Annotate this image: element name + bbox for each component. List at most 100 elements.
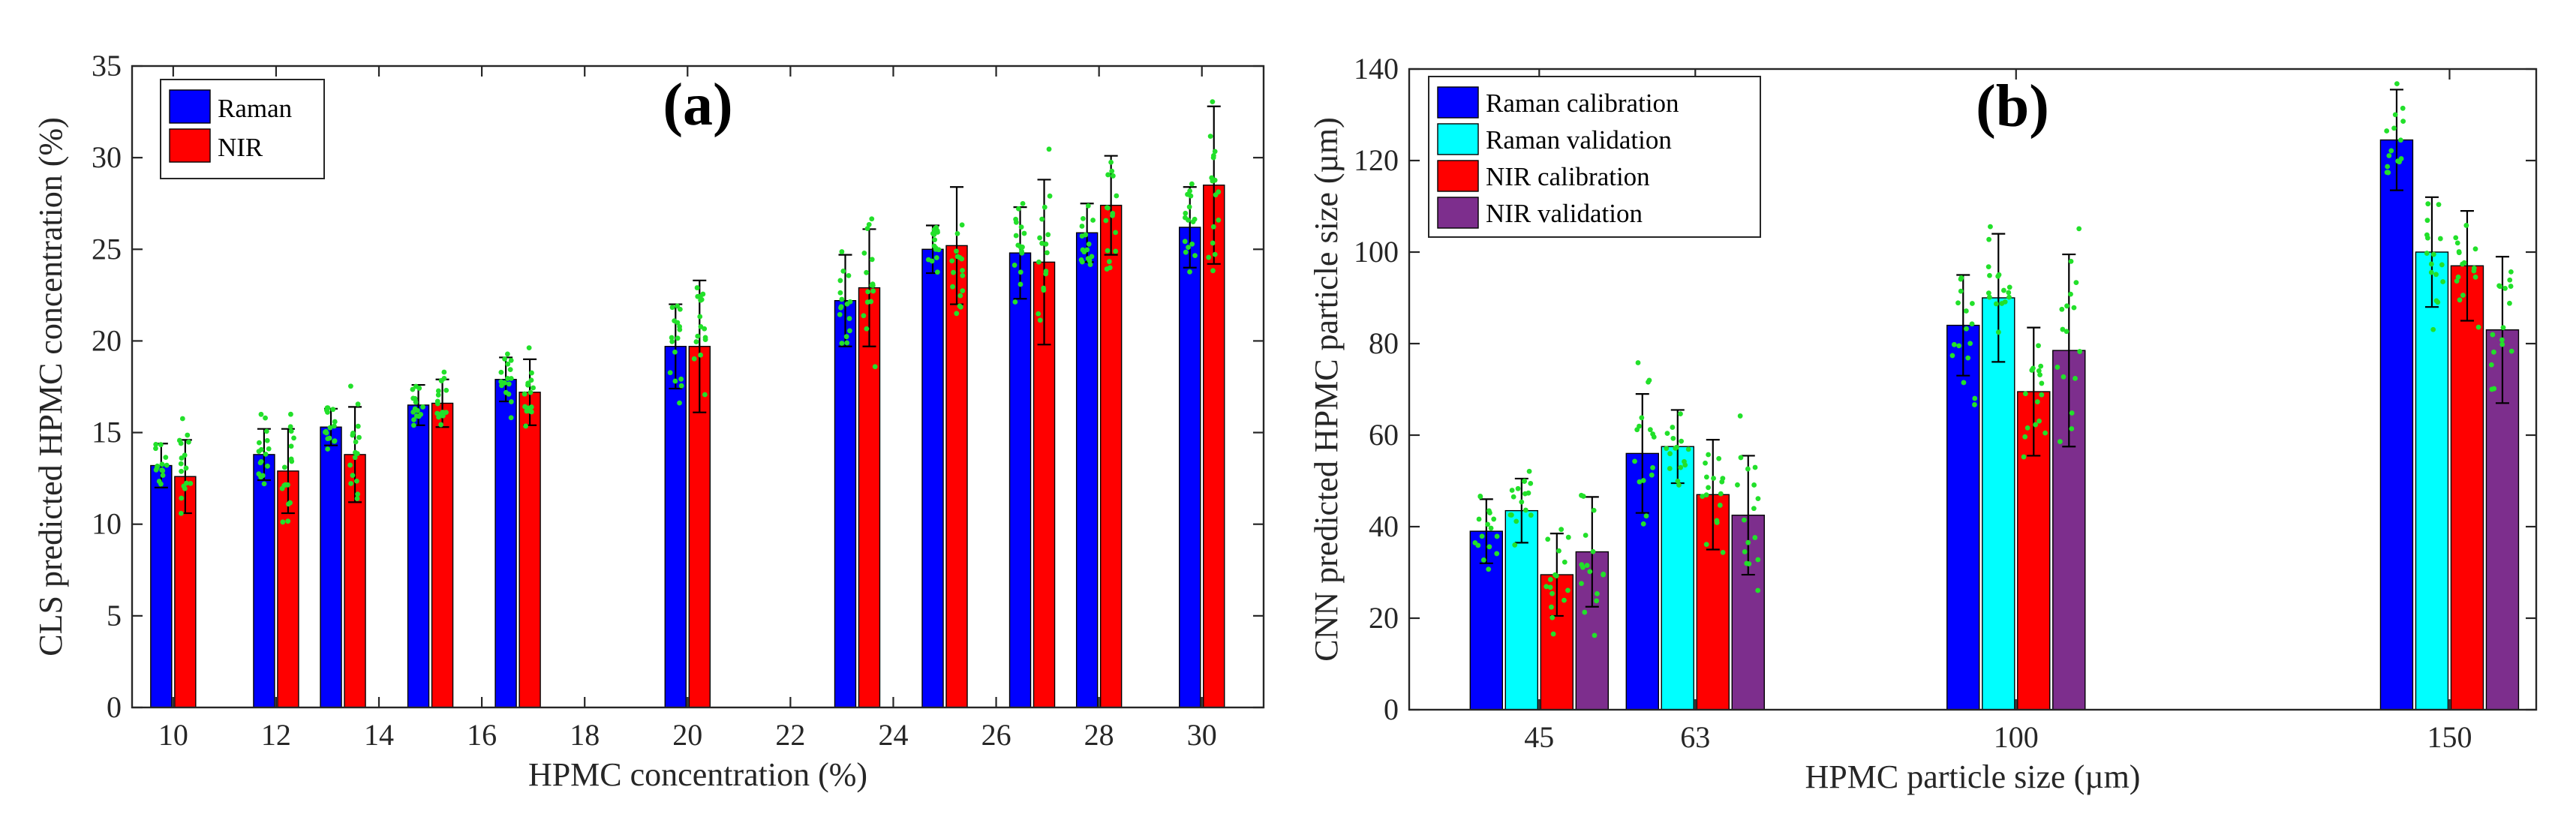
sample-point bbox=[2439, 262, 2445, 268]
x-axis-title: HPMC concentration (%) bbox=[528, 756, 867, 793]
sample-point bbox=[185, 432, 191, 438]
sample-point bbox=[2392, 112, 2398, 118]
y-tick-label: 120 bbox=[1354, 143, 1399, 177]
sample-point bbox=[1210, 268, 1216, 274]
sample-point bbox=[1667, 451, 1673, 457]
y-tick-label: 5 bbox=[107, 599, 122, 632]
y-tick-label: 25 bbox=[92, 232, 122, 266]
sample-point bbox=[418, 412, 424, 417]
sample-point bbox=[2068, 258, 2074, 264]
sample-point bbox=[1735, 482, 1740, 488]
sample-point bbox=[411, 417, 416, 422]
sample-point bbox=[677, 400, 682, 406]
sample-point bbox=[2038, 363, 2044, 369]
sample-point bbox=[1020, 201, 1026, 206]
sample-point bbox=[1515, 485, 1521, 491]
x-axis-title: HPMC particle size (µm) bbox=[1805, 758, 2141, 795]
bar-a-raman bbox=[150, 464, 173, 708]
sample-point bbox=[672, 318, 678, 324]
sample-point bbox=[675, 335, 681, 341]
bar-group bbox=[1008, 146, 1056, 708]
sample-point bbox=[695, 333, 701, 339]
sample-point bbox=[2456, 250, 2462, 256]
sample-point bbox=[350, 430, 356, 436]
sample-point bbox=[1210, 240, 1216, 246]
sample-point bbox=[2397, 159, 2402, 165]
x-tick-label: 10 bbox=[158, 718, 188, 752]
sample-point bbox=[1744, 560, 1750, 566]
sample-point bbox=[1216, 217, 1222, 223]
sample-point bbox=[1486, 544, 1492, 550]
sample-point bbox=[1509, 488, 1515, 493]
sample-point bbox=[1036, 259, 1042, 265]
sample-point bbox=[1714, 518, 1720, 524]
sample-point bbox=[1972, 402, 1977, 407]
sample-point bbox=[1951, 341, 1957, 347]
sample-point bbox=[332, 438, 338, 444]
y-tick-label: 0 bbox=[107, 690, 122, 724]
y-tick-label: 15 bbox=[92, 416, 122, 449]
sample-point bbox=[523, 423, 529, 429]
sample-point bbox=[2024, 425, 2030, 431]
sample-point bbox=[263, 451, 269, 457]
sample-point bbox=[1591, 507, 1597, 513]
sample-point bbox=[2057, 439, 2063, 445]
sample-point bbox=[1182, 239, 1188, 245]
sample-point bbox=[1706, 452, 1712, 458]
legend-swatch-raman-validation bbox=[1437, 123, 1479, 155]
sample-point bbox=[1635, 360, 1641, 365]
sample-point bbox=[2461, 260, 2467, 266]
sample-point bbox=[260, 473, 266, 479]
sample-point bbox=[1969, 301, 1975, 306]
sample-point bbox=[933, 227, 939, 233]
sample-point bbox=[1972, 395, 1978, 401]
sample-point bbox=[2006, 290, 2012, 296]
sample-point bbox=[2036, 368, 2042, 374]
legend-swatch-nir-validation bbox=[1437, 197, 1479, 229]
sample-point bbox=[499, 383, 504, 389]
sample-point bbox=[2424, 251, 2430, 256]
sample-point bbox=[441, 369, 447, 375]
sample-point bbox=[1550, 614, 1556, 620]
sample-point bbox=[2454, 240, 2460, 246]
sample-point bbox=[1109, 168, 1115, 174]
sample-point bbox=[1745, 466, 1751, 472]
y-tick-label: 100 bbox=[1354, 235, 1399, 269]
bar-a-raman bbox=[494, 379, 517, 708]
sample-point bbox=[678, 383, 684, 389]
sample-point bbox=[1015, 242, 1021, 248]
sample-point bbox=[957, 304, 963, 310]
sample-point bbox=[861, 313, 867, 319]
sample-point bbox=[1553, 573, 1559, 579]
sample-point bbox=[281, 482, 287, 488]
sample-point bbox=[1595, 591, 1600, 596]
sample-point bbox=[1646, 377, 1652, 383]
sample-point bbox=[265, 463, 270, 469]
sample-point bbox=[506, 381, 512, 387]
sample-point bbox=[505, 361, 511, 367]
sample-point bbox=[931, 243, 937, 249]
sample-point bbox=[1018, 224, 1024, 230]
sample-point bbox=[348, 383, 353, 389]
bar-a-raman bbox=[1008, 252, 1032, 708]
sample-point bbox=[182, 452, 188, 458]
sample-point bbox=[2508, 284, 2514, 289]
legend-label: Raman validation bbox=[1486, 125, 1672, 155]
sample-point bbox=[702, 392, 708, 398]
sample-point bbox=[1594, 598, 1600, 604]
chart-panel-a: 0 5 10 15 20 25 30 35 10 12 14 16 18 20 22 24 26 28 30 HPMC… bbox=[32, 49, 1265, 793]
sample-point bbox=[1647, 427, 1653, 433]
sample-point bbox=[861, 250, 867, 256]
sample-point bbox=[160, 468, 166, 473]
sample-point bbox=[504, 351, 510, 357]
sample-point bbox=[2508, 348, 2514, 354]
sample-point bbox=[1039, 216, 1045, 222]
sample-point bbox=[356, 434, 362, 440]
sample-point bbox=[1041, 285, 1047, 291]
sample-point bbox=[1113, 248, 1119, 254]
sample-point bbox=[932, 237, 938, 243]
sample-point bbox=[1556, 548, 1562, 554]
bar-group bbox=[320, 383, 366, 708]
sample-point bbox=[2499, 341, 2505, 347]
bar-group bbox=[253, 411, 299, 708]
